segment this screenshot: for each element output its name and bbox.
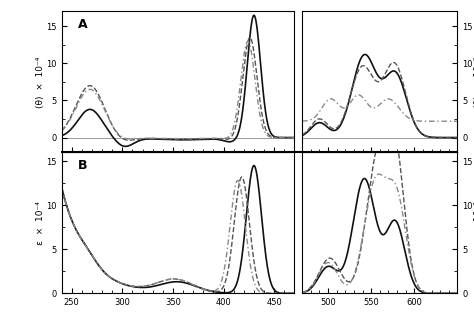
Text: B: B bbox=[78, 159, 87, 172]
Text: A: A bbox=[78, 19, 88, 32]
Y-axis label: (θ)  ×  10⁻⁴: (θ) × 10⁻⁴ bbox=[36, 56, 45, 108]
Y-axis label: ε  ×  10⁻⁴: ε × 10⁻⁴ bbox=[36, 201, 45, 245]
